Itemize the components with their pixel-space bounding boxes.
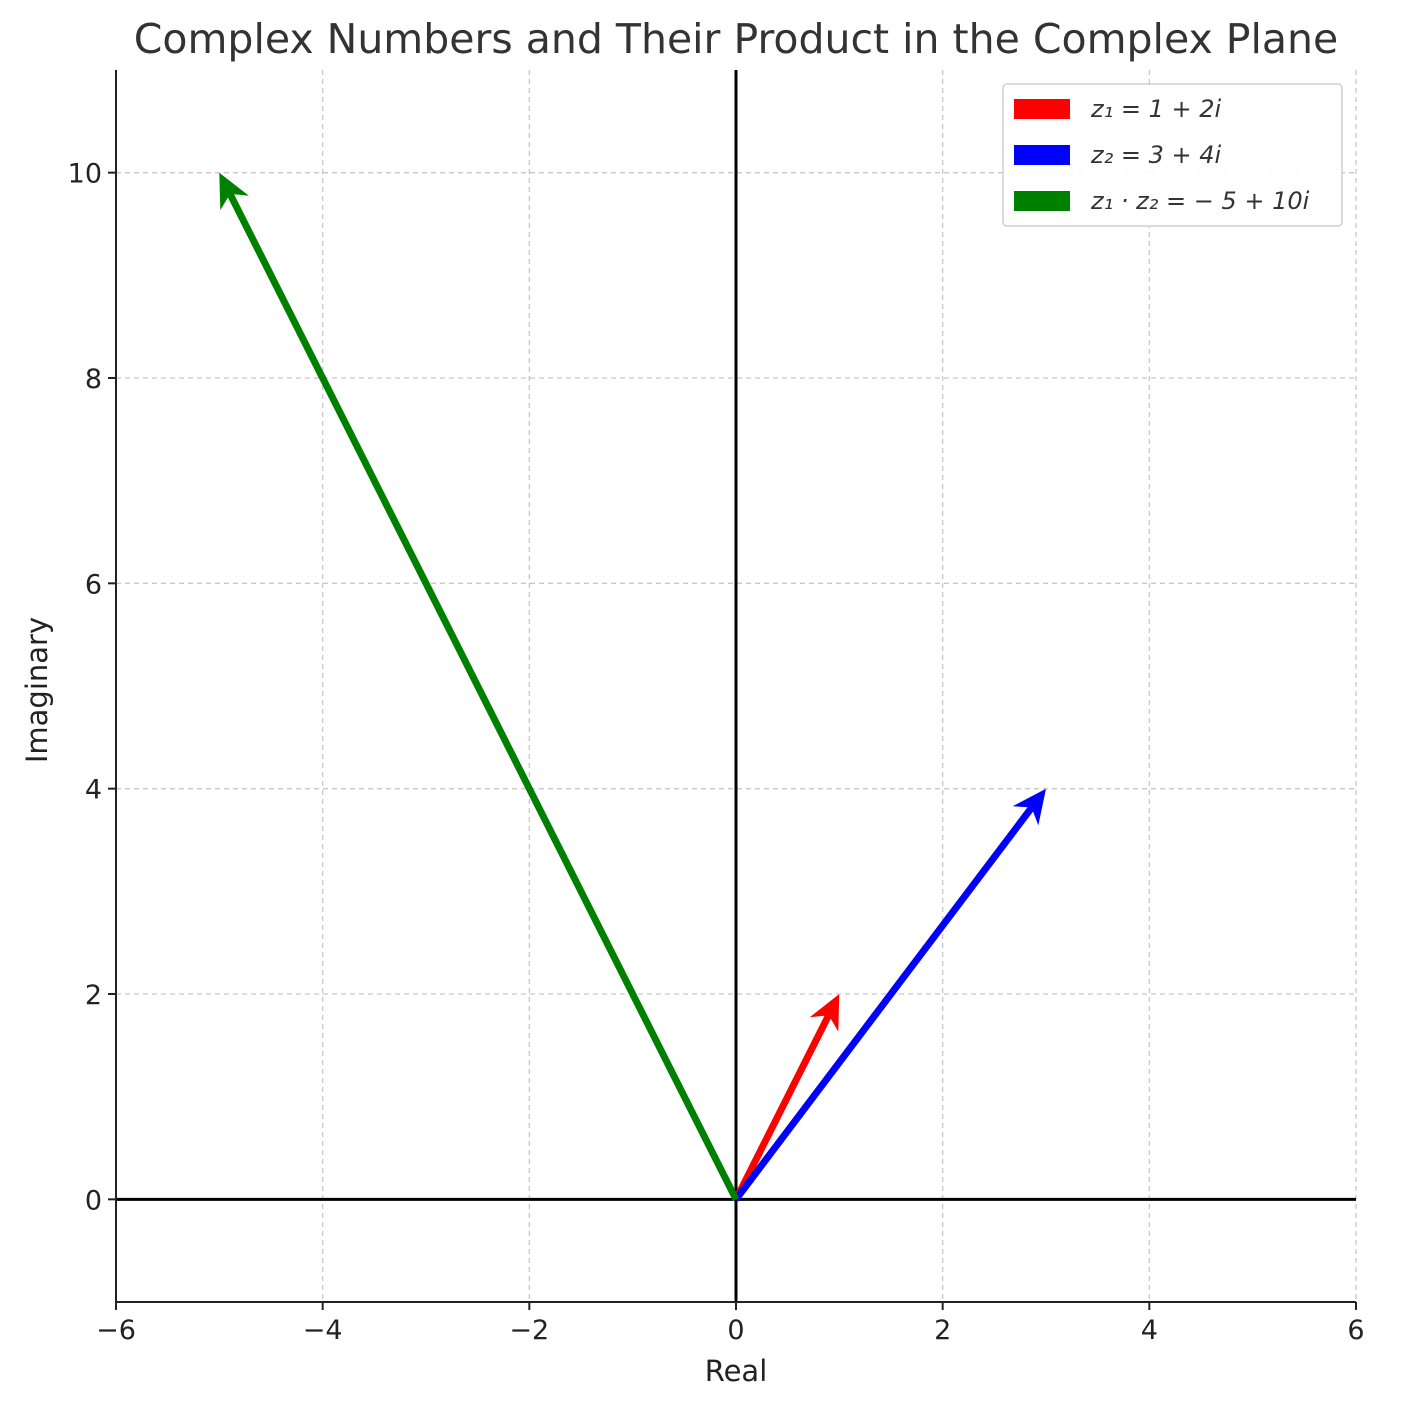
y-tick-label: 2 xyxy=(85,980,102,1011)
x-tick-label: −2 xyxy=(509,1315,549,1346)
zero-axes xyxy=(116,70,1356,1302)
y-tick-label: 0 xyxy=(85,1185,102,1216)
x-tick-label: −4 xyxy=(303,1315,343,1346)
legend-label: z₂ = 3 + 4i xyxy=(1090,141,1221,169)
x-axis-title: Real xyxy=(705,1354,768,1388)
legend-label: z₁ = 1 + 2i xyxy=(1090,95,1221,123)
x-tick-label: 2 xyxy=(934,1315,951,1346)
z2-vector xyxy=(733,788,1046,1202)
z1-vector xyxy=(732,994,840,1201)
y-tick-label: 8 xyxy=(85,364,102,395)
x-tick-label: 0 xyxy=(727,1315,744,1346)
y-tick-label: 4 xyxy=(85,775,102,806)
y-tick-label: 10 xyxy=(68,159,102,190)
x-tick-label: 6 xyxy=(1347,1315,1364,1346)
x-tick-label: −6 xyxy=(96,1315,136,1346)
y-axis-title: Imaginary xyxy=(20,617,54,763)
x-tick-label: 4 xyxy=(1141,1315,1158,1346)
tick-layer: −6 −4 −2 0 2 4 6 0 2 4 6 8 10 xyxy=(68,70,1365,1346)
product-vector xyxy=(219,172,740,1201)
y-tick-label: 6 xyxy=(85,569,102,600)
legend: z₁ = 1 + 2i z₂ = 3 + 4i z₁ · z₂ = − 5 + 10… xyxy=(1002,83,1343,227)
legend-label: z₁ · z₂ = − 5 + 10i xyxy=(1090,187,1310,215)
legend-swatch xyxy=(1014,191,1070,211)
legend-swatch xyxy=(1014,145,1070,165)
chart-title: Complex Numbers and Their Product in the… xyxy=(134,15,1338,63)
legend-box xyxy=(1002,83,1343,227)
vector-layer xyxy=(219,172,1046,1202)
legend-swatch xyxy=(1014,99,1070,119)
